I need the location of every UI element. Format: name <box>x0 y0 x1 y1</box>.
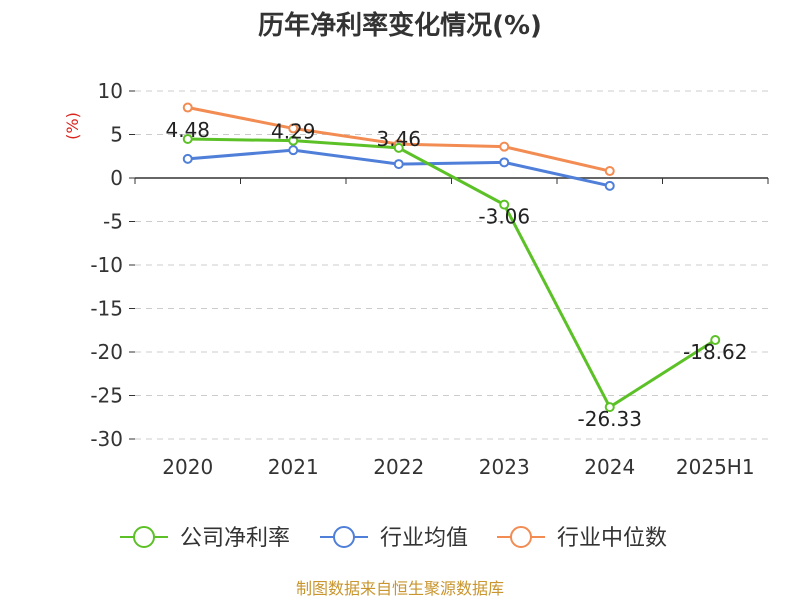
legend-label: 公司净利率 <box>180 526 290 551</box>
legend-marker <box>333 526 355 548</box>
legend-label: 行业均值 <box>380 526 468 551</box>
data-point <box>604 402 615 413</box>
data-label: -26.33 <box>578 407 642 431</box>
data-point <box>710 334 721 345</box>
data-point <box>604 166 615 177</box>
chart-title: 历年净利率变化情况(%) <box>258 10 542 41</box>
y-axis-unit: (%) <box>63 112 82 140</box>
x-tick-label: 2020 <box>162 455 213 479</box>
data-label: 4.29 <box>271 120 316 144</box>
axes: 10 5 0 -5 -10 -15 -20 -25 -30 2020 2021 2022 2023 202… <box>90 79 769 479</box>
legend-marker <box>133 526 155 548</box>
y-tick-label: -10 <box>90 253 123 277</box>
data-label: 3.46 <box>376 127 421 151</box>
y-tick-label: 10 <box>98 79 123 103</box>
data-point <box>288 123 299 134</box>
data-point <box>604 180 615 191</box>
series-lines <box>182 102 721 413</box>
data-point <box>182 134 193 145</box>
y-tick-label: -30 <box>90 427 123 451</box>
y-tick-label: -15 <box>90 297 123 321</box>
x-tick-label: 2023 <box>479 455 530 479</box>
data-point <box>182 153 193 164</box>
data-point <box>393 142 404 153</box>
data-point <box>288 135 299 146</box>
data-point <box>393 159 404 170</box>
y-tick-label: -25 <box>90 384 123 408</box>
y-tick-label: -20 <box>90 340 123 364</box>
data-point <box>288 145 299 156</box>
legend-label: 行业中位数 <box>557 526 667 551</box>
grid <box>135 90 768 440</box>
data-point <box>499 157 510 168</box>
data-labels: 4.48 4.29 3.46 -3.06 -26.33 -18.62 <box>165 118 747 431</box>
data-label: -18.62 <box>683 340 747 364</box>
x-tick-label: 2024 <box>584 455 635 479</box>
data-point <box>499 141 510 152</box>
data-point <box>182 102 193 113</box>
y-tick-label: -5 <box>103 210 123 234</box>
source-note: 制图数据来自恒生聚源数据库 <box>296 579 504 598</box>
y-tick-label: 0 <box>110 166 123 190</box>
legend-marker <box>510 526 532 548</box>
x-tick-label: 2021 <box>268 455 319 479</box>
data-point <box>499 199 510 210</box>
legend: 公司净利率 行业均值 行业中位数 <box>120 526 667 551</box>
x-tick-label: 2022 <box>373 455 424 479</box>
data-label: -3.06 <box>478 205 530 229</box>
y-tick-label: 5 <box>110 123 123 147</box>
series-line <box>187 137 717 409</box>
data-label: 4.48 <box>165 118 210 142</box>
x-tick-label: 2025H1 <box>676 455 755 479</box>
